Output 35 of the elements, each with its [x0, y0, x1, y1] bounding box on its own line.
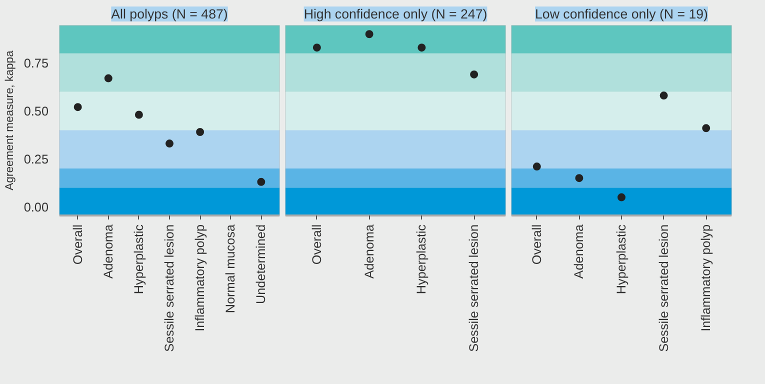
- x-tick-label: Undetermined: [254, 224, 268, 304]
- y-tick-label: 0.75: [24, 56, 49, 70]
- chart-title: All polyps (N = 487): [111, 6, 228, 22]
- y-tick-label: 0.00: [24, 200, 49, 214]
- x-tick-label: Normal mucosa: [224, 224, 238, 314]
- point: [575, 174, 584, 182]
- x-tick-label: Overall: [310, 224, 324, 265]
- y-axis-title: Agreement measure, kappa: [4, 50, 16, 190]
- x-tick-label: Sessile serrated lesion: [162, 224, 176, 352]
- x-tick-label: Overall: [530, 224, 544, 265]
- point: [166, 140, 174, 148]
- x-tick-label: Sessile serrated lesion: [656, 224, 671, 352]
- point: [104, 74, 112, 82]
- y-tick-label: 0.50: [24, 104, 49, 118]
- point: [74, 103, 82, 112]
- point: [618, 193, 626, 202]
- chart-title: High confidence only (N = 247): [304, 6, 488, 22]
- point: [257, 178, 266, 186]
- x-tick-label: Adenoma: [101, 224, 116, 279]
- point: [134, 110, 143, 119]
- x-tick-label: Hyperplastic: [132, 224, 146, 294]
- x-tick-label: Hyperplastic: [614, 224, 628, 294]
- x-tick-label: Adenoma: [362, 224, 376, 279]
- point: [532, 162, 541, 171]
- x-tick-label: Inflammatory polyp: [699, 224, 714, 332]
- x-tick-label: Inflammatory polyp: [193, 224, 208, 332]
- y-tick-label: 0.25: [24, 152, 49, 166]
- point: [196, 128, 204, 136]
- x-tick-label: Sessile serrated lesion: [467, 224, 482, 352]
- x-tick-label: Overall: [70, 224, 85, 265]
- chart-title: Low confidence only (N = 19): [535, 6, 708, 22]
- point: [702, 124, 710, 132]
- point: [660, 92, 668, 100]
- x-tick-label: Hyperplastic: [414, 224, 429, 294]
- x-tick-label: Adenoma: [572, 224, 586, 279]
